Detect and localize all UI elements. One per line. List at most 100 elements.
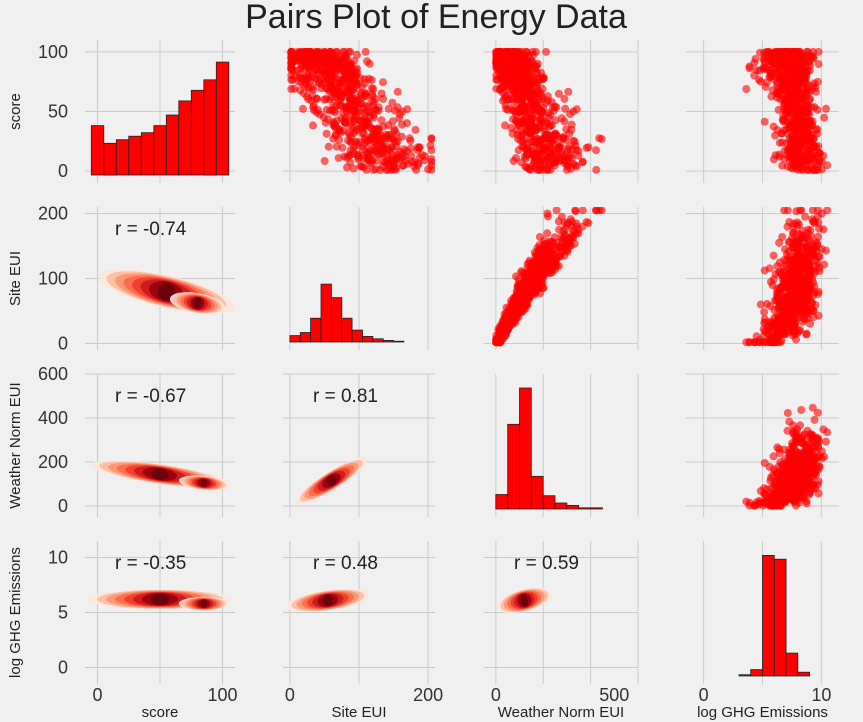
scatter-point [790, 319, 799, 328]
scatter-point [374, 150, 383, 159]
scatter-point [360, 79, 369, 88]
scatter-point [293, 66, 302, 75]
kde-contour [326, 475, 337, 486]
scatter-point [398, 120, 406, 129]
scatter-point [805, 133, 814, 142]
scatter-point [750, 338, 759, 347]
scatter-point [770, 498, 779, 507]
scatter-point [803, 261, 812, 270]
histogram-bar [341, 317, 353, 343]
scatter-point [415, 143, 424, 152]
scatter-point [350, 108, 359, 117]
scatter-point [358, 116, 366, 125]
scatter-point [780, 445, 789, 454]
scatter-point [808, 403, 817, 412]
scatter-point [386, 146, 395, 155]
scatter-point [519, 283, 528, 291]
scatter-point [770, 333, 779, 342]
scatter-point [559, 132, 568, 141]
histogram-bar [215, 61, 230, 176]
x-tick-label: 0 [491, 685, 501, 705]
scatter-point [750, 58, 759, 67]
scatter-point [296, 56, 305, 65]
x-tick-label: 0 [92, 685, 102, 705]
scatter-point [781, 94, 789, 103]
correlation-label: r = -0.35 [115, 553, 186, 574]
scatter-point [804, 47, 812, 56]
scatter-point [822, 437, 830, 446]
scatter-point [546, 111, 555, 119]
scatter-point [769, 251, 778, 260]
scatter-point [802, 233, 811, 242]
histogram-bar [507, 423, 520, 510]
scatter-point [781, 146, 789, 155]
scatter-point [815, 252, 824, 261]
scatter-point [804, 314, 812, 323]
scatter-point [775, 493, 784, 502]
scatter-point [557, 148, 566, 157]
scatter-point [414, 159, 423, 168]
scatter-point [791, 446, 800, 455]
scatter-point [532, 124, 541, 133]
scatter-point [813, 408, 822, 417]
scatter-point [501, 121, 509, 130]
scatter-point [384, 104, 393, 113]
scatter-point [759, 498, 768, 507]
kde-panel-3-0 [178, 596, 229, 611]
scatter-panel-1-2 [492, 207, 606, 347]
scatter-point [756, 77, 765, 86]
y-tick-label: 0 [58, 658, 68, 678]
scatter-point [788, 439, 796, 448]
scatter-point [411, 125, 420, 134]
scatter-point [555, 243, 564, 251]
scatter-point [547, 248, 556, 257]
scatter-point [359, 142, 368, 151]
scatter-point [798, 134, 806, 143]
scatter-point [526, 288, 535, 296]
scatter-point [745, 64, 754, 73]
scatter-point [543, 92, 552, 101]
scatter-point [509, 157, 518, 165]
scatter-point [530, 93, 539, 102]
scatter-point [582, 143, 591, 152]
scatter-point [805, 270, 814, 279]
scatter-point [347, 138, 356, 147]
scatter-point [572, 162, 581, 171]
y-axis-label: score [7, 93, 24, 130]
histogram-bar [554, 502, 568, 510]
scatter-point [775, 324, 784, 332]
scatter-point [560, 218, 569, 227]
scatter-point [390, 106, 399, 115]
scatter-point [805, 467, 814, 476]
scatter-point [811, 87, 820, 96]
histogram-bar [590, 507, 603, 510]
scatter-point [523, 78, 532, 87]
scatter-point [343, 103, 352, 112]
scatter-point [752, 66, 761, 75]
scatter-point [554, 89, 563, 98]
scatter-point [564, 87, 573, 96]
scatter-point [542, 143, 551, 151]
scatter-point [778, 138, 787, 147]
histogram-bar [140, 132, 155, 176]
scatter-point [529, 270, 538, 279]
scatter-point [788, 269, 797, 277]
correlation-label: r = -0.67 [115, 386, 186, 407]
scatter-point [794, 115, 803, 124]
scatter-point [504, 319, 513, 328]
scatter-point [760, 117, 769, 126]
x-axis-label: Site EUI [331, 704, 386, 721]
histogram-bar [566, 504, 580, 510]
scatter-point [537, 68, 546, 77]
scatter-point [509, 115, 517, 124]
histogram-bar [153, 125, 167, 176]
scatter-point [427, 157, 435, 166]
histogram-bar [495, 494, 508, 510]
scatter-point [793, 124, 802, 133]
scatter-point [773, 126, 782, 134]
scatter-point [774, 314, 783, 323]
scatter-point [785, 417, 794, 426]
y-tick-label: 100 [38, 42, 68, 62]
scatter-point [582, 218, 591, 226]
scatter-point [779, 116, 788, 125]
